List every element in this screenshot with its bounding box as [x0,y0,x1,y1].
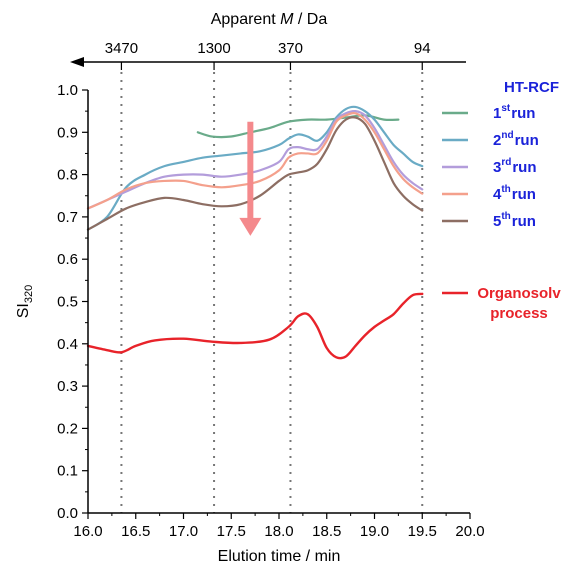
top-tick-label: 1300 [197,40,230,57]
top-tick-label: 370 [278,40,303,57]
legend-label-5: 5thrun [493,211,536,230]
series-layer [86,105,424,360]
x-tick-label: 17.0 [169,523,198,540]
top-tick-label: 94 [414,40,431,57]
series-line-4 [86,111,424,210]
x-tick-label: 20.0 [455,523,484,540]
y-tick-label: 0.3 [57,378,78,395]
series-line-2 [86,105,424,231]
top-axis-arrowhead [70,57,84,67]
y-tick-label: 1.0 [57,82,78,99]
x-tick-label: 19.5 [408,523,437,540]
x-axis-title: Elution time / min [218,548,341,565]
x-tick-label: 18.5 [312,523,341,540]
legend-label-1: 1strun [493,103,535,122]
top-axis: Apparent M / Da 3470 1300 370 94 [70,11,466,70]
y-tick-label: 0.8 [57,167,78,184]
y-tick-label: 0.2 [57,420,78,437]
y-tick-label: 0.0 [57,505,78,522]
legend: HT-RCF 1strun 2ndrun 3rdrun 4thrun 5thrun Orga… [442,79,561,322]
reference-lines [120,72,424,513]
legend-label-4: 4thrun [493,184,536,203]
x-tick-label: 18.0 [264,523,293,540]
series-line-5 [86,116,424,231]
top-axis-title: Apparent M / Da [211,11,328,28]
y-tick-label: 0.9 [57,124,78,141]
x-tick-label: 19.0 [360,523,389,540]
top-tick-label: 3470 [105,40,138,57]
y-tick-label: 0.4 [57,336,78,353]
axes: 16.0 16.5 17.0 17.5 18.0 18.5 19.0 19.5 20.0 0.0 0… [15,82,485,565]
series-line-3 [86,109,424,210]
y-tick-label: 0.5 [57,294,78,311]
arrow-head [239,217,262,236]
legend-group-title: HT-RCF [504,79,559,96]
trend-arrow [239,121,262,236]
legend-label-organosolv-line1: Organosolv [477,285,561,302]
x-tick-label: 17.5 [217,523,246,540]
y-axis-title: SI320 [15,285,35,318]
y-tick-label: 0.1 [57,463,78,480]
legend-label-organosolv-line2: process [490,305,548,322]
y-tick-label: 0.6 [57,251,78,268]
legend-label-2: 2ndrun [493,130,539,149]
legend-label-3: 3rdrun [493,157,537,176]
series-line-6 [86,292,424,360]
x-tick-label: 16.0 [73,523,102,540]
y-tick-label: 0.7 [57,209,78,226]
x-tick-label: 16.5 [121,523,150,540]
